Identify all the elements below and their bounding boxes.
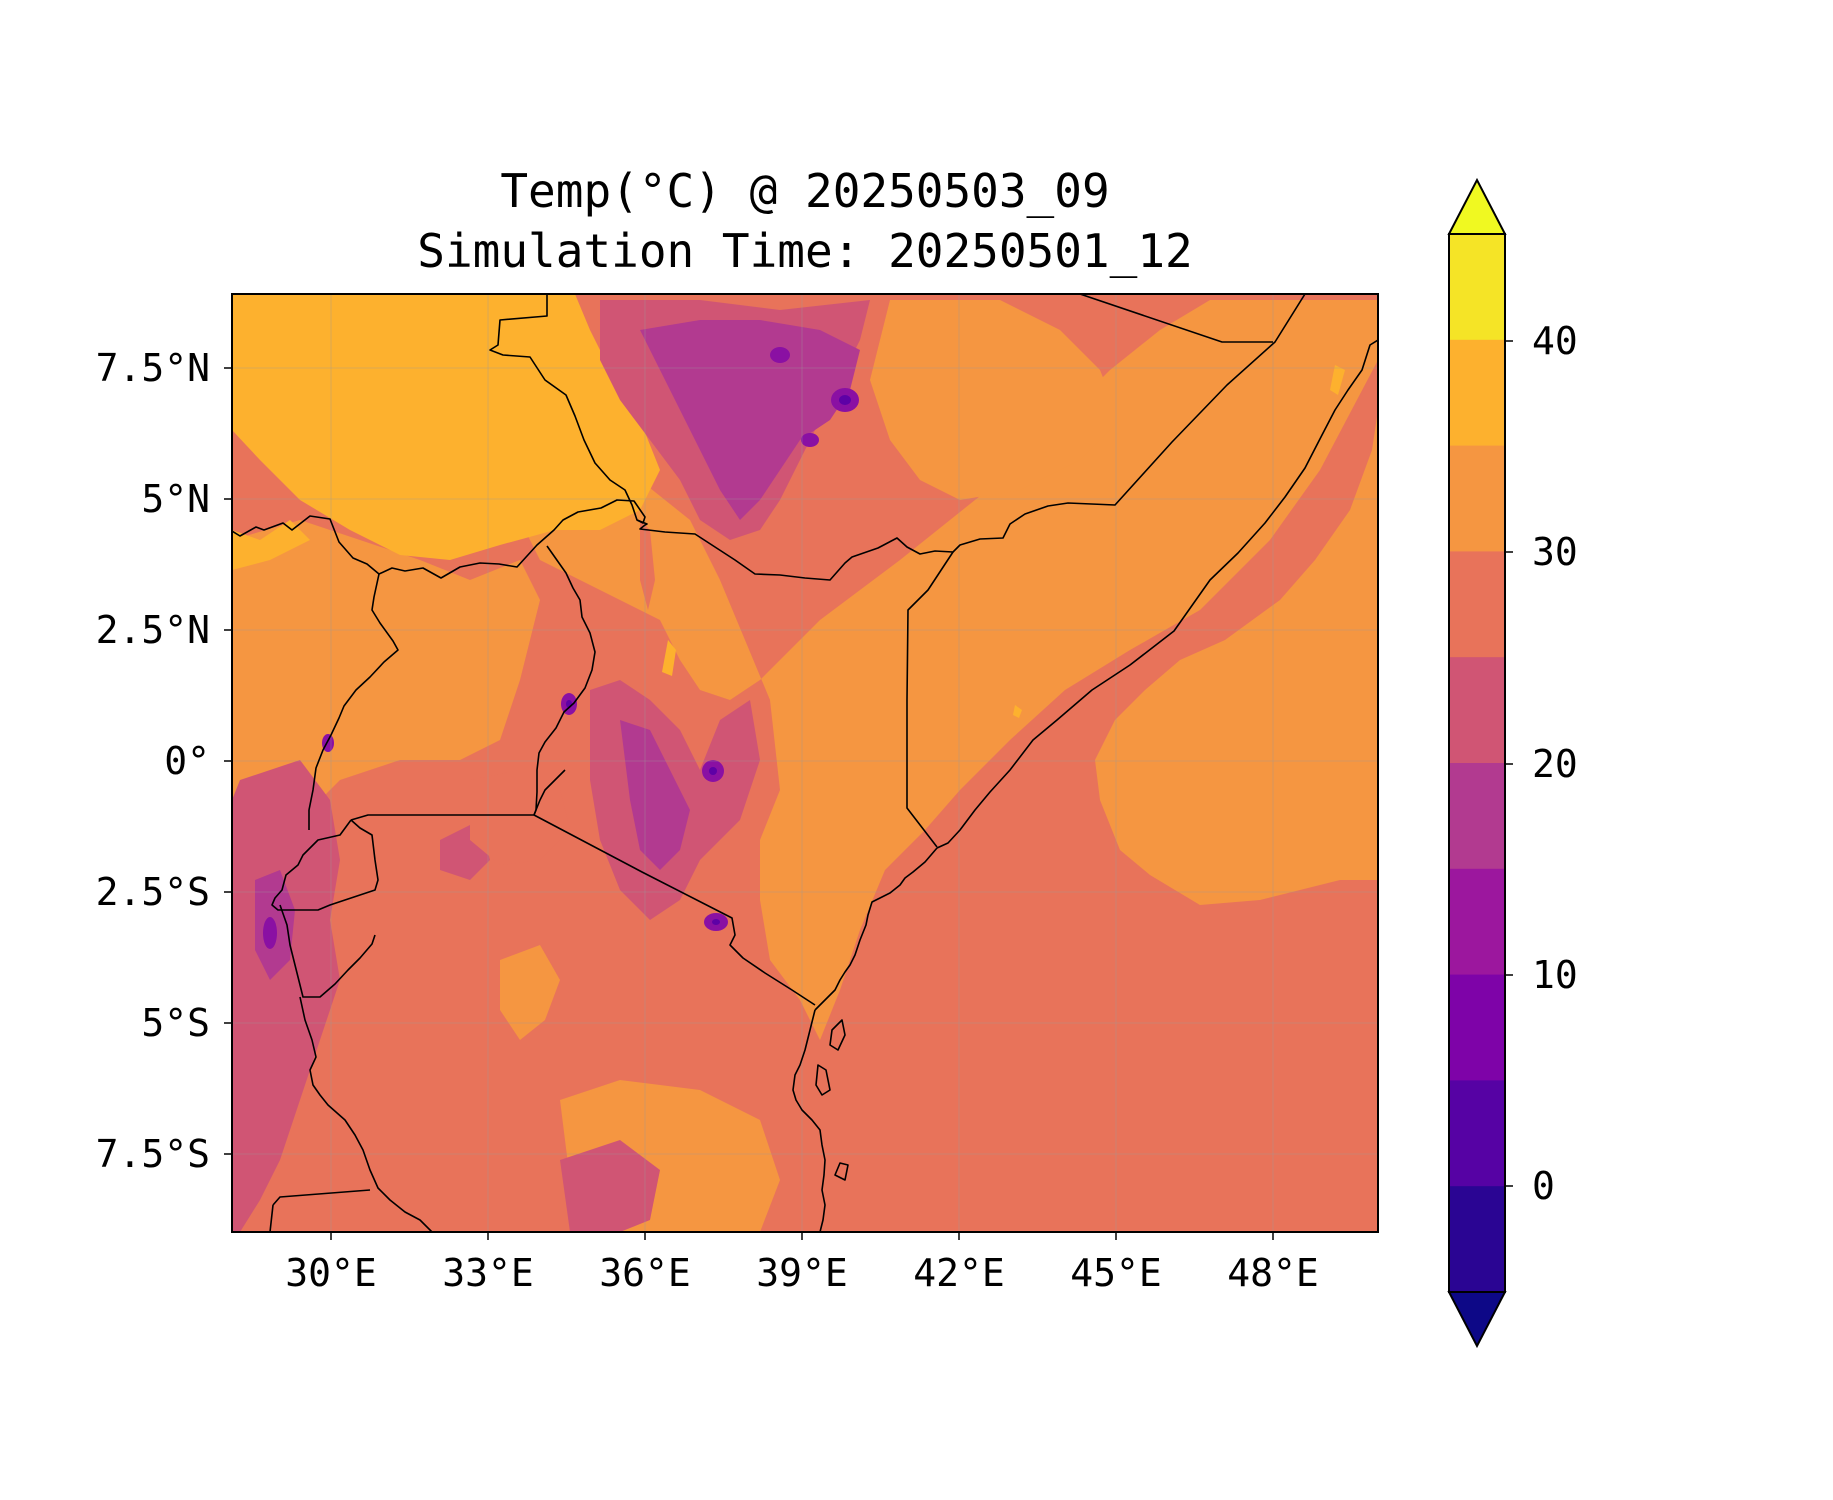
y-tick-label: 2.5°S [96, 870, 210, 914]
border-ethiopia-kenya [636, 294, 1306, 581]
field-rose-south [560, 1140, 660, 1232]
colorbar-band [1449, 445, 1505, 552]
field-purple-ethiopia-core [839, 395, 851, 405]
field-gold-speck1 [662, 640, 676, 676]
map-frame [231, 293, 1379, 1233]
border-islands-zanzibar [829, 1019, 846, 1051]
figure-title-line2: Simulation Time: 20250501_12 [417, 224, 1192, 278]
field-orange-somalia [1095, 294, 1378, 905]
y-tick-label: 0° [164, 739, 210, 783]
field-purple-kilimanjaro-core [712, 919, 720, 925]
border-somalia-coast [936, 339, 1378, 849]
colorbar-extend-bottom [1447, 1291, 1507, 1349]
x-tick-label: 45°E [1070, 1251, 1162, 1295]
colorbar-tick-label: 40 [1532, 319, 1578, 363]
colorbar-tick-label: 10 [1532, 953, 1578, 997]
colorbar: 40 30 20 10 0 [1447, 177, 1578, 1349]
field-purple-mtkenya-core [709, 767, 717, 775]
border-kenya-tanzania [533, 814, 816, 1006]
y-tick-label: 5°N [141, 477, 210, 521]
colorbar-tick-label: 20 [1532, 742, 1578, 786]
field-purple-ethiopia-2 [770, 347, 790, 363]
border-zambia-west [269, 1204, 274, 1232]
field-rose-rift-west [232, 760, 340, 1232]
border-drc-tanzania-south [299, 996, 433, 1232]
border-south-sudan-ethiopia [232, 294, 646, 579]
border-rwanda-burundi [271, 819, 379, 911]
x-tick-label: 36°E [599, 1251, 691, 1295]
x-tick-label: 48°E [1227, 1251, 1319, 1295]
colorbar-band [1449, 1186, 1505, 1293]
x-tick-label: 39°E [756, 1251, 848, 1295]
field-lake-turkana [640, 520, 655, 610]
colorbar-frame [1448, 233, 1506, 1293]
border-ethiopia-djibouti [1079, 294, 1273, 343]
map-panel: 30°E 33°E 36°E 39°E 42°E 45°E 48°E 7.5°N… [96, 293, 1379, 1295]
x-tick-label: 33°E [442, 1251, 534, 1295]
colorbar-band [1449, 234, 1505, 341]
border-uganda-drc [308, 573, 399, 830]
colorbar-tick-label: 30 [1532, 530, 1578, 574]
y-tick-label: 7.5°N [96, 346, 210, 390]
field-magenta-ethiopia [640, 320, 860, 520]
colorbar-band [1449, 657, 1505, 764]
field-gold-speck2 [1013, 705, 1022, 718]
colorbar-band [1449, 1080, 1505, 1187]
field-lake-victoria [470, 770, 570, 865]
y-axis: 7.5°N 5°N 2.5°N 0° 2.5°S 5°S 7.5°S [96, 346, 232, 1176]
figure-title-line1: Temp(°C) @ 20250503_09 [500, 164, 1109, 218]
border-zambia-tanzania [272, 1189, 371, 1206]
field-gold-sudan-east [232, 520, 310, 570]
border-kenya-uganda [533, 545, 596, 816]
border-islands-pemba [815, 1064, 831, 1096]
field-orange-tanzania [500, 945, 560, 1040]
x-tick-label: 30°E [285, 1251, 377, 1295]
colorbar-tick-label: 0 [1532, 1164, 1555, 1208]
y-tick-label: 7.5°S [96, 1132, 210, 1176]
graticule [232, 294, 1378, 1232]
border-kenya-somalia [906, 551, 954, 848]
border-kenya-coast [814, 847, 938, 1011]
temperature-field [232, 294, 1378, 1232]
colorbar-band [1449, 551, 1505, 658]
border-islands-mafia [834, 1162, 849, 1181]
x-tick-label: 42°E [913, 1251, 1005, 1295]
border-uganda-tanzania [350, 814, 534, 821]
field-orange-ethiopia-east [870, 300, 1120, 500]
x-axis: 30°E 33°E 36°E 39°E 42°E 45°E 48°E [285, 1232, 1319, 1295]
field-magenta-kenya [620, 720, 690, 870]
country-borders [232, 294, 1378, 1232]
y-tick-label: 5°S [141, 1001, 210, 1045]
field-gold-speck3 [1330, 365, 1345, 395]
border-burundi-tanzania [279, 904, 376, 998]
field-gold-sudan [232, 294, 660, 560]
colorbar-band [1449, 868, 1505, 976]
colorbar-band [1449, 339, 1505, 447]
colorbar-band [1449, 763, 1505, 870]
colorbar-extend-top [1447, 177, 1507, 235]
y-tick-label: 2.5°N [96, 608, 210, 652]
colorbar-band [1449, 974, 1505, 1081]
border-tanzania-coast [792, 1009, 826, 1232]
field-purple-kivu [263, 917, 277, 949]
field-purple-ethiopia-3 [801, 433, 819, 447]
border-lake-victoria-shore [533, 769, 566, 816]
field-orange-horn [520, 300, 1378, 1040]
